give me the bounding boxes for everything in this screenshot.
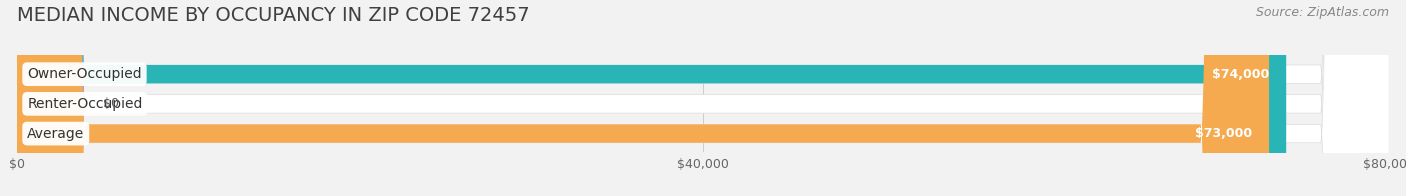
FancyBboxPatch shape [8,0,86,196]
Text: $73,000: $73,000 [1195,127,1251,140]
FancyBboxPatch shape [17,0,1270,196]
Text: Average: Average [27,127,84,141]
Text: Owner-Occupied: Owner-Occupied [27,67,142,81]
Text: MEDIAN INCOME BY OCCUPANCY IN ZIP CODE 72457: MEDIAN INCOME BY OCCUPANCY IN ZIP CODE 7… [17,6,530,25]
Text: $0: $0 [103,97,118,110]
Text: Source: ZipAtlas.com: Source: ZipAtlas.com [1256,6,1389,19]
FancyBboxPatch shape [17,0,1389,196]
FancyBboxPatch shape [17,0,1389,196]
Text: Renter-Occupied: Renter-Occupied [27,97,142,111]
Text: $74,000: $74,000 [1212,68,1270,81]
FancyBboxPatch shape [17,0,1389,196]
FancyBboxPatch shape [17,0,1286,196]
